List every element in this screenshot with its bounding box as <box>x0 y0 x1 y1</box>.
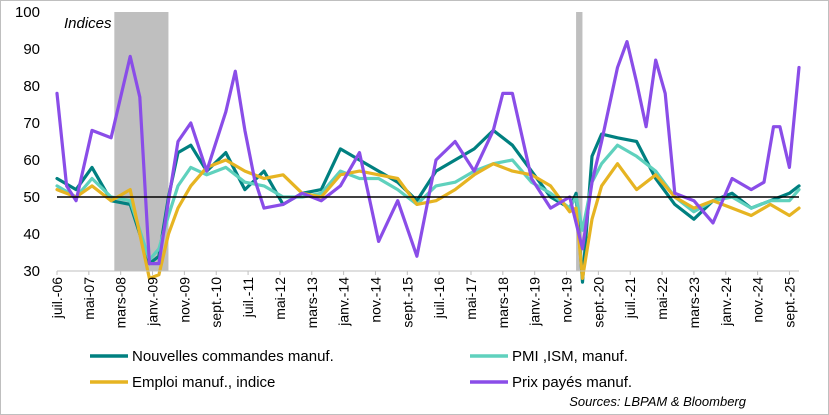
y-tick-label: 70 <box>23 115 40 132</box>
x-tick-label: juil.-06 <box>49 277 65 319</box>
y-tick-label: 50 <box>23 189 40 206</box>
x-tick-label: juil.-16 <box>431 277 447 319</box>
x-tick-label: mai-12 <box>272 277 288 320</box>
x-tick-label: janv.-19 <box>527 277 543 327</box>
source-note: Sources: LBPAM & Bloomberg <box>569 394 747 409</box>
x-tick-label: juil.-11 <box>240 277 256 318</box>
x-tick-label: nov.-19 <box>559 277 575 323</box>
x-tick-label: sept.-20 <box>590 277 606 328</box>
y-tick-label: 80 <box>23 78 40 95</box>
recession-bands <box>114 12 583 271</box>
x-tick-label: mai-17 <box>463 277 479 320</box>
x-tick-label: sept.-10 <box>208 277 224 328</box>
legend: Nouvelles commandes manuf. PMI ,ISM, manu… <box>90 348 632 391</box>
x-tick-label: mars-08 <box>113 277 129 329</box>
y-tick-label: 60 <box>23 152 40 169</box>
x-tick-label: nov.-14 <box>367 277 383 323</box>
y-tick-label: 100 <box>15 4 40 21</box>
x-tick-label: mars-18 <box>495 277 511 329</box>
legend-label: Nouvelles commandes manuf. <box>132 348 334 365</box>
x-tick-label: juil.-21 <box>622 277 638 319</box>
x-tick-label: mai-07 <box>81 277 97 320</box>
legend-label: Emploi manuf., indice <box>132 374 275 391</box>
x-tick-label: nov.-24 <box>750 277 766 323</box>
x-tick-label: sept.-15 <box>399 277 415 328</box>
legend-label: PMI ,ISM, manuf. <box>512 348 628 365</box>
legend-label: Prix payés manuf. <box>512 374 632 391</box>
unit-label: Indices <box>64 15 112 32</box>
recession-band-1 <box>576 12 583 271</box>
y-tick-label: 30 <box>23 263 40 280</box>
x-tick-label: mars-23 <box>686 277 702 329</box>
x-tick-label: sept.-25 <box>781 277 797 328</box>
series-line-3 <box>55 39 801 266</box>
x-tick-label: mai-22 <box>654 277 670 320</box>
x-axis: juil.-06 mai-07 mars-08 janv.-09 nov.-09 sept… <box>49 271 797 328</box>
x-tick-label: janv.-09 <box>145 277 161 327</box>
series-lines <box>55 39 801 284</box>
y-tick-label: 40 <box>23 226 40 243</box>
x-tick-label: nov.-09 <box>176 277 192 323</box>
x-tick-label: janv.-24 <box>718 277 734 327</box>
y-tick-label: 90 <box>23 41 40 58</box>
x-tick-label: mars-13 <box>304 277 320 329</box>
y-axis: 30 40 50 60 70 80 90 100 <box>15 4 40 280</box>
x-tick-label: janv.-14 <box>336 277 352 327</box>
series-line-2 <box>55 158 801 280</box>
